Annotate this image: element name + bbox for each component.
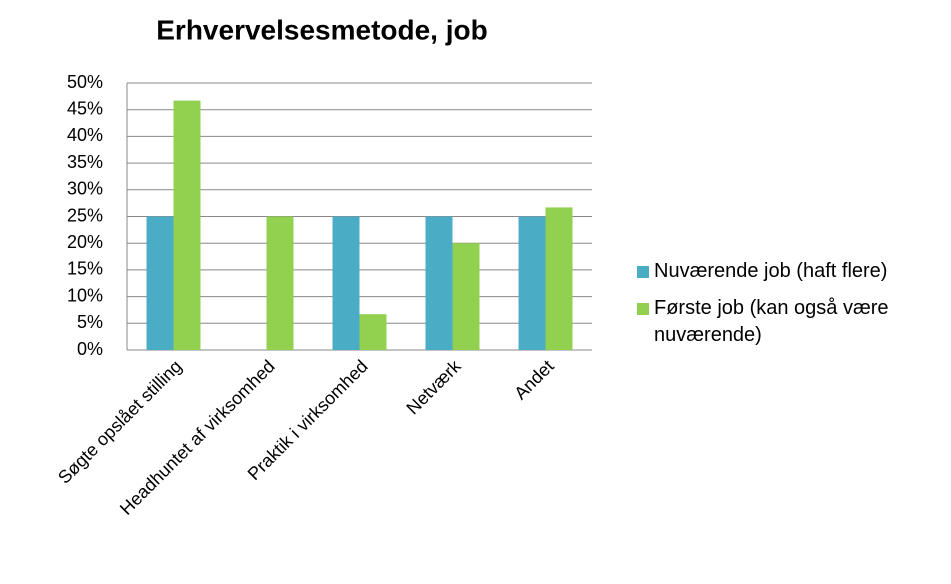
legend-swatch bbox=[637, 266, 649, 278]
y-tick-label: 25% bbox=[67, 205, 103, 225]
x-tick-label: Andet bbox=[510, 356, 557, 403]
y-tick-label: 35% bbox=[67, 152, 103, 172]
bar bbox=[359, 314, 387, 350]
legend: Nuværende job (haft flere) Første job (ka… bbox=[637, 258, 937, 359]
bar bbox=[332, 216, 360, 350]
x-tick-label: Headhuntet af virksomhed bbox=[116, 356, 279, 519]
y-tick-label: 50% bbox=[67, 72, 103, 92]
bar bbox=[518, 216, 546, 350]
y-tick-label: 10% bbox=[67, 285, 103, 305]
bar bbox=[266, 216, 294, 350]
y-tick-label: 5% bbox=[77, 312, 103, 332]
chart-title: Erhvervelsesmetode, job bbox=[156, 14, 487, 45]
bar bbox=[425, 216, 453, 350]
legend-entry: Første job (kan også være nuværende) bbox=[637, 295, 937, 349]
y-tick-label: 15% bbox=[67, 259, 103, 279]
y-tick-label: 20% bbox=[67, 232, 103, 252]
legend-entry: Nuværende job (haft flere) bbox=[637, 258, 937, 285]
bar bbox=[146, 216, 174, 350]
y-tick-label: 30% bbox=[67, 179, 103, 199]
y-tick-label: 0% bbox=[77, 339, 103, 359]
bar bbox=[545, 207, 573, 350]
legend-swatch bbox=[637, 303, 649, 315]
legend-label: Første job (kan også være nuværende) bbox=[654, 297, 889, 346]
y-tick-label: 40% bbox=[67, 125, 103, 145]
y-tick-label: 45% bbox=[67, 98, 103, 118]
bar bbox=[173, 100, 201, 350]
legend-label: Nuværende job (haft flere) bbox=[654, 260, 888, 282]
x-tick-label: Netværk bbox=[402, 355, 465, 418]
bar bbox=[452, 243, 480, 350]
